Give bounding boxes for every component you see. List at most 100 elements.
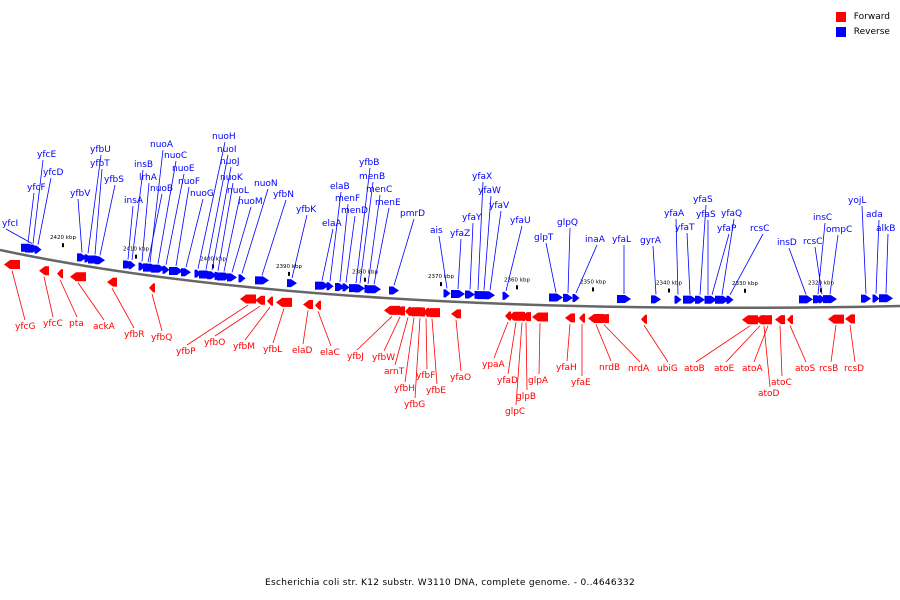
gene-yfbL-forward[interactable]: yfbL: [263, 297, 292, 355]
gene-yfbW-forward[interactable]: yfbW: [372, 306, 405, 363]
gene-insC-reverse[interactable]: insC: [813, 213, 832, 304]
gene-elaB-reverse[interactable]: elaB: [326, 182, 350, 291]
gene-yfaA-reverse[interactable]: yfaA: [664, 209, 685, 304]
gene-nrdB-forward[interactable]: nrdB: [588, 313, 620, 373]
gene-arrow: [181, 268, 191, 277]
gene-yfbM-forward[interactable]: yfbM: [233, 296, 273, 352]
gene-nuoJ-reverse[interactable]: nuoJ: [207, 157, 240, 280]
gene-elaC-forward[interactable]: elaC: [315, 300, 340, 358]
gene-yfbS-reverse[interactable]: yfbS: [95, 175, 124, 265]
gene-yfbE-forward[interactable]: yfbE: [424, 308, 446, 396]
gene-nuoC-reverse[interactable]: nuoC: [151, 151, 187, 273]
gene-pmrD-reverse[interactable]: pmrD: [389, 209, 425, 295]
gene-yfaT-reverse[interactable]: yfaT: [675, 223, 697, 304]
gene-rcsC-reverse[interactable]: rcsC: [726, 224, 770, 304]
gene-elaA-reverse[interactable]: elaA: [315, 219, 343, 290]
gene-leader-line: [438, 235, 448, 289]
gene-leader-line: [127, 205, 134, 260]
gene-glpA-forward[interactable]: glpA: [528, 312, 549, 386]
gene-nuoM-reverse[interactable]: nuoM: [227, 197, 263, 282]
gene-glpC-forward[interactable]: glpC: [505, 311, 525, 417]
gene-inaA-reverse[interactable]: inaA: [572, 235, 606, 303]
gene-yojL-reverse[interactable]: yojL: [848, 196, 871, 303]
gene-arrow: [424, 308, 440, 318]
gene-yfaE-forward[interactable]: yfaE: [571, 313, 591, 388]
gene-yfaS-reverse[interactable]: yfaS: [693, 195, 713, 304]
tick-label: 2370 kbp: [428, 274, 454, 280]
gene-rcsC-reverse[interactable]: rcsC: [803, 237, 826, 304]
gene-nrdA-forward[interactable]: nrdA: [599, 314, 650, 374]
gene-yfaQ-reverse[interactable]: yfaQ: [715, 209, 742, 304]
gene-insD-reverse[interactable]: insD: [777, 238, 813, 304]
gene-elaD-forward[interactable]: elaD: [292, 299, 313, 356]
gene-nuoH-reverse[interactable]: nuoH: [194, 132, 236, 278]
gene-ubiG-forward[interactable]: ubiG: [641, 314, 678, 374]
gene-atoS-forward[interactable]: atoS: [787, 315, 816, 374]
gene-yfaZ-reverse[interactable]: yfaZ: [450, 229, 470, 298]
gene-yfaY-reverse[interactable]: yfaY: [462, 213, 482, 299]
gene-yfbN-reverse[interactable]: yfbN: [255, 190, 294, 285]
gene-yfbV-reverse[interactable]: yfbV: [70, 189, 91, 262]
gene-yfcC-forward[interactable]: yfcC: [39, 266, 63, 329]
gene-leader-line: [111, 287, 135, 329]
gene-nuoE-reverse[interactable]: nuoE: [162, 164, 195, 274]
gene-nuoN-reverse[interactable]: nuoN: [238, 179, 278, 283]
gene-yfaP-reverse[interactable]: yfaP: [707, 224, 737, 304]
gene-yfaL-reverse[interactable]: yfaL: [612, 235, 631, 303]
gene-yfcD-reverse[interactable]: yfcD: [34, 168, 64, 254]
gene-nuoG-reverse[interactable]: nuoG: [181, 189, 214, 277]
gene-ais-reverse[interactable]: ais: [430, 226, 451, 298]
gene-label: yfaZ: [450, 229, 470, 239]
gene-yfcG-forward[interactable]: yfcG: [4, 260, 35, 332]
gene-yfaH-forward[interactable]: yfaH: [556, 313, 577, 373]
gene-nuoB-reverse[interactable]: nuoB: [143, 184, 173, 272]
gene-yfaV-reverse[interactable]: yfaV: [485, 201, 510, 300]
gene-label: yfcG: [15, 322, 35, 332]
gene-yfaU-reverse[interactable]: yfaU: [502, 216, 531, 300]
gene-glpQ-reverse[interactable]: glpQ: [557, 218, 578, 302]
gene-atoB-forward[interactable]: atoB: [684, 315, 758, 374]
gene-atoD-forward[interactable]: atoD: [756, 315, 780, 399]
gene-leader-line: [141, 182, 150, 262]
gene-ompC-reverse[interactable]: ompC: [823, 225, 852, 304]
gene-yfcF-reverse[interactable]: yfcF: [21, 183, 46, 252]
gene-label: nuoH: [212, 132, 236, 142]
gene-leader-line: [231, 206, 252, 273]
gene-yfbJ-forward[interactable]: yfbJ: [347, 305, 400, 362]
gene-label: yfbP: [176, 347, 196, 357]
gene-yfbR-forward[interactable]: yfbR: [107, 277, 144, 340]
gene-yfaO-forward[interactable]: yfaO: [450, 309, 471, 383]
gene-pta-forward[interactable]: pta: [57, 269, 84, 329]
gene-yfbP-forward[interactable]: yfbP: [176, 294, 256, 357]
gene-menB-reverse[interactable]: menB: [355, 172, 385, 293]
gene-yfbG-forward[interactable]: yfbG: [404, 307, 425, 410]
gene-arrow: [651, 295, 661, 304]
gene-rcsD-forward[interactable]: rcsD: [844, 314, 864, 374]
gene-menF-reverse[interactable]: menF: [335, 194, 360, 291]
gene-insA-reverse[interactable]: insA: [123, 196, 144, 269]
gene-gyrA-reverse[interactable]: gyrA: [640, 236, 662, 304]
gene-lrhA-reverse[interactable]: lrhA: [138, 173, 158, 271]
gene-label: rcsD: [844, 364, 864, 374]
gene-label: yfcC: [43, 319, 63, 329]
gene-yfbK-reverse[interactable]: yfbK: [287, 205, 317, 288]
gene-leader-line: [373, 207, 390, 285]
gene-menE-reverse[interactable]: menE: [367, 198, 401, 294]
gene-yfaD-forward[interactable]: yfaD: [497, 311, 524, 386]
gene-alkB-reverse[interactable]: alkB: [876, 224, 895, 303]
gene-ypaA-forward[interactable]: ypaA: [482, 311, 511, 370]
gene-label: pta: [69, 319, 84, 329]
gene-yfbF-forward[interactable]: yfbF: [416, 307, 435, 381]
gene-glpB-forward[interactable]: glpB: [516, 312, 536, 402]
gene-ada-reverse[interactable]: ada: [866, 210, 883, 303]
gene-label: yfbL: [263, 345, 282, 355]
gene-atoC-forward[interactable]: atoC: [771, 315, 792, 388]
gene-nuoF-reverse[interactable]: nuoF: [169, 177, 200, 275]
gene-yfbQ-forward[interactable]: yfbQ: [149, 283, 172, 343]
gene-rcsB-forward[interactable]: rcsB: [819, 314, 844, 374]
gene-glpT-reverse[interactable]: glpT: [534, 233, 563, 302]
gene-ackA-forward[interactable]: ackA: [70, 272, 116, 332]
gene-label: elaC: [320, 348, 340, 358]
gene-yfbO-forward[interactable]: yfbO: [204, 295, 265, 348]
gene-menD-reverse[interactable]: menD: [341, 206, 368, 292]
